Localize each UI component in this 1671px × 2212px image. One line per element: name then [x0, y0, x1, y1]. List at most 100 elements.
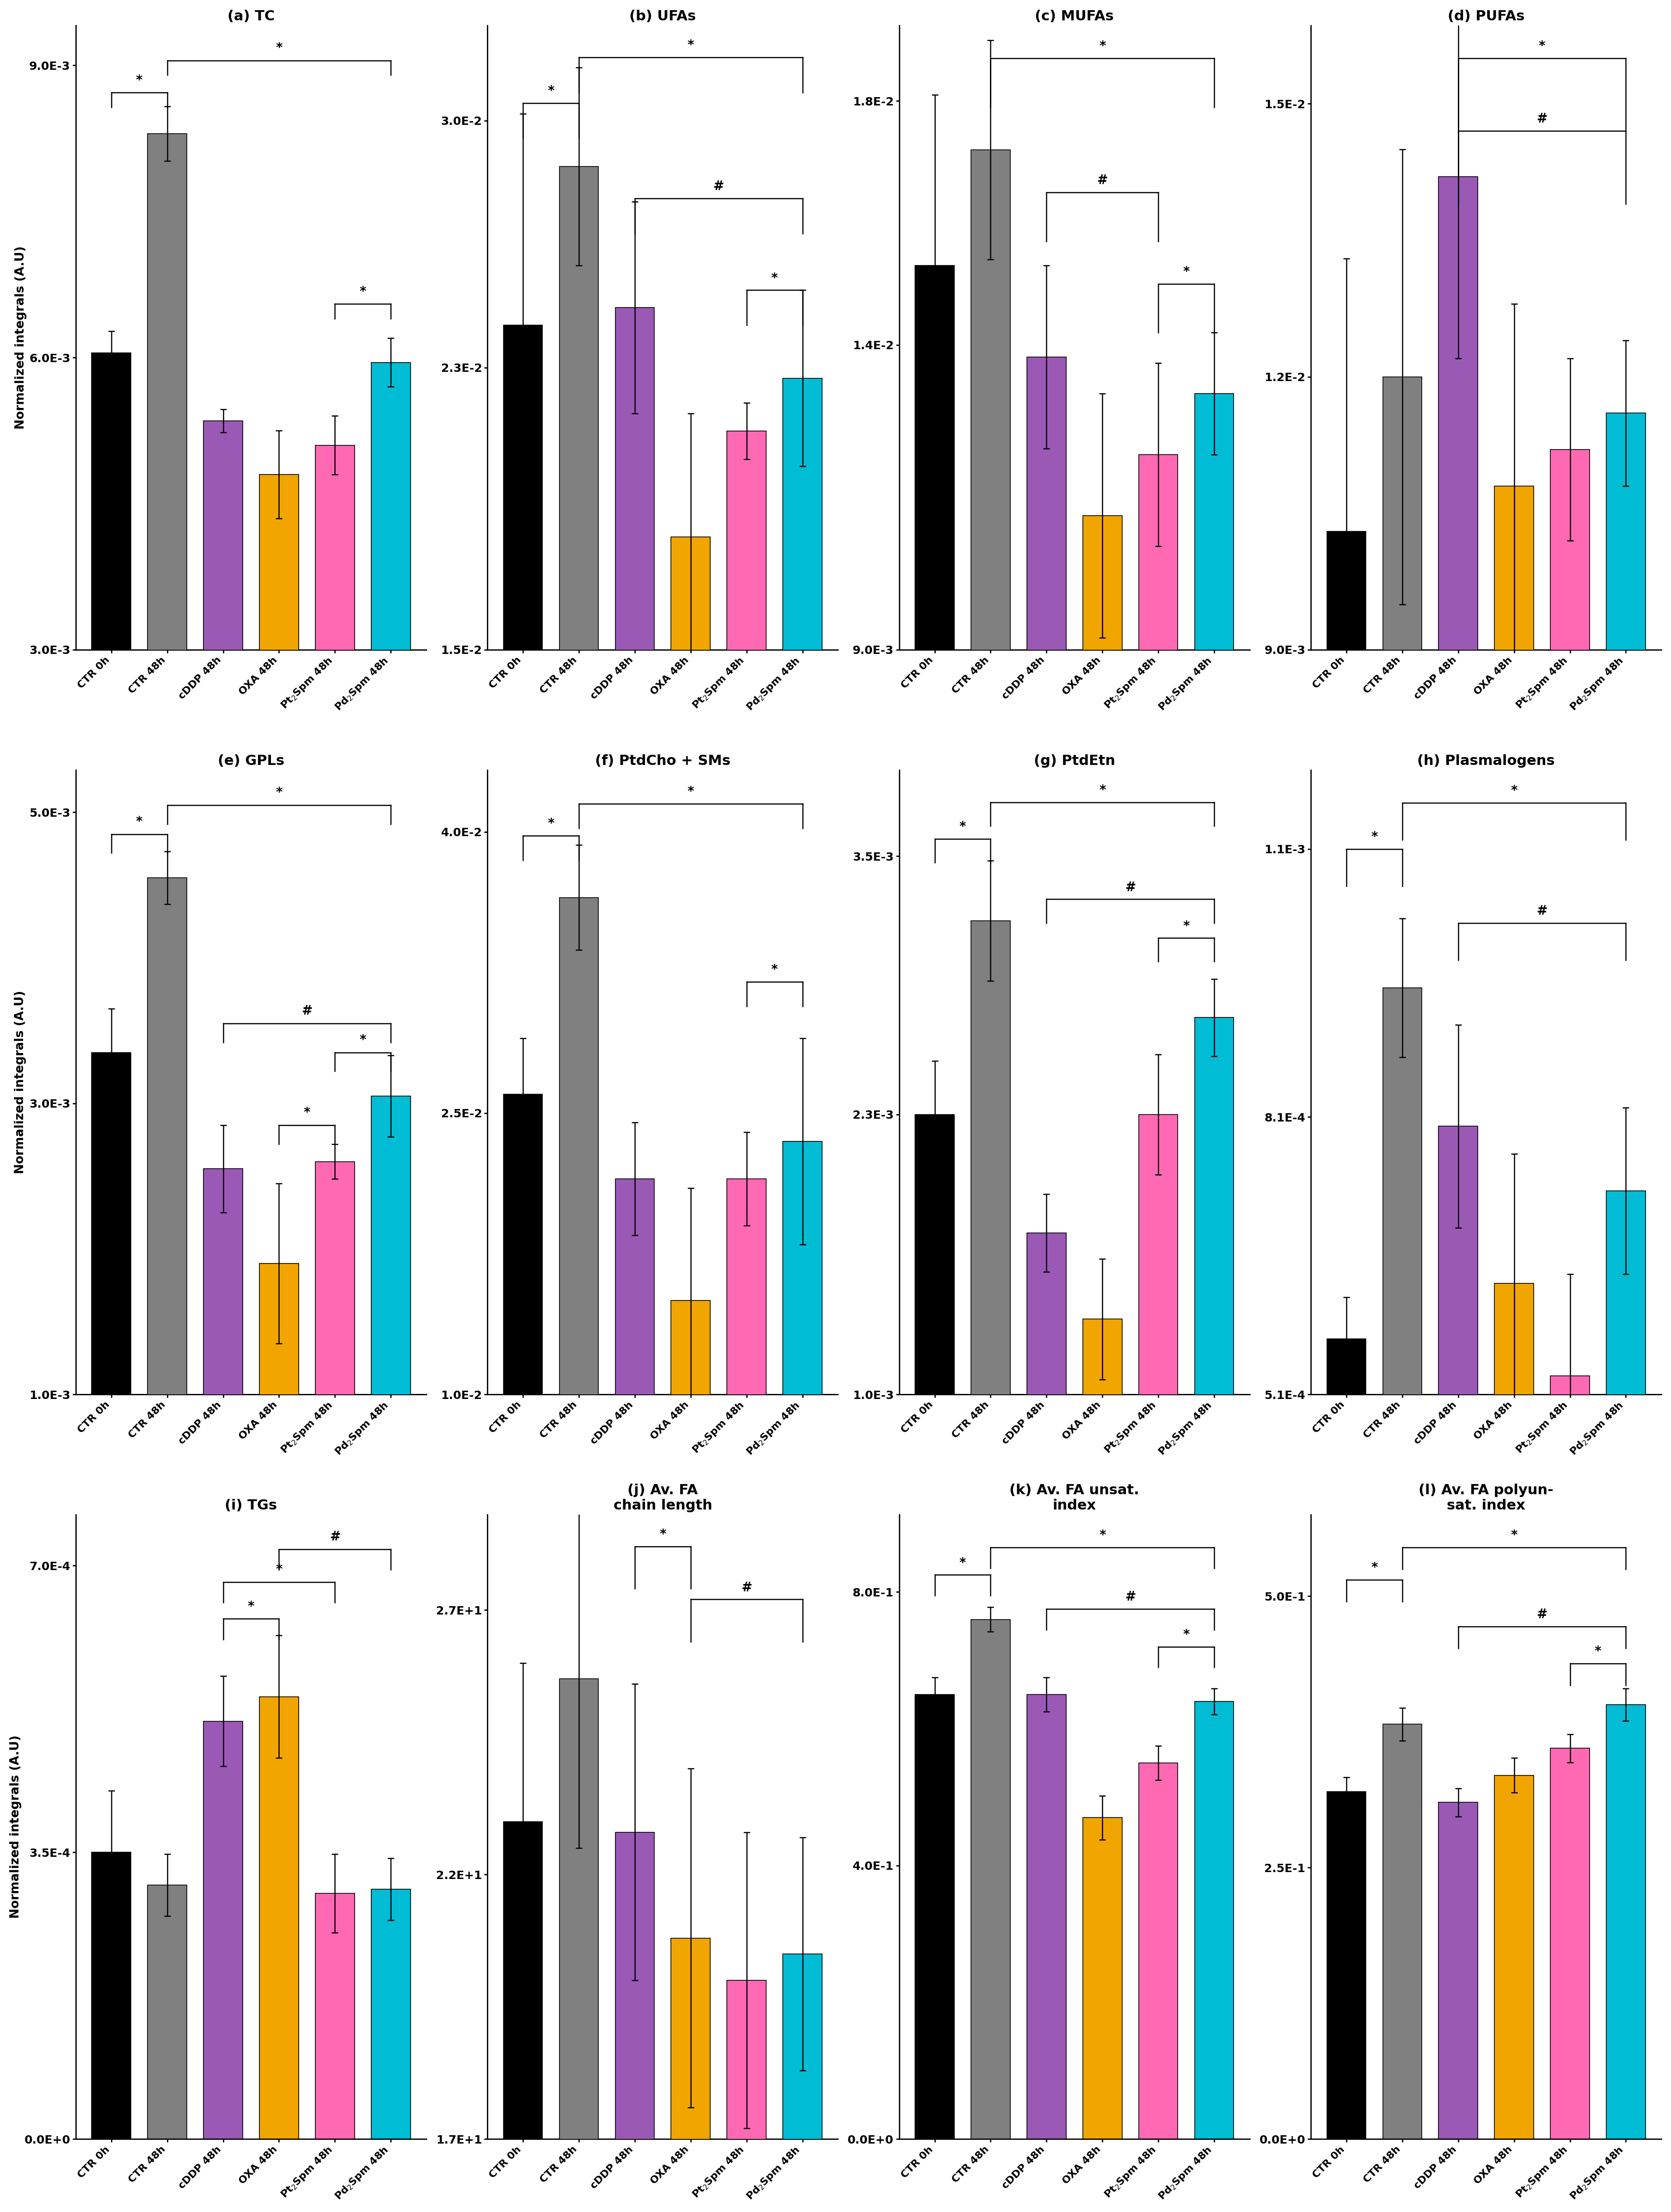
Bar — [1551, 449, 1589, 1469]
Bar — [259, 1697, 299, 2139]
Text: *: * — [1100, 783, 1106, 796]
Bar — [560, 898, 598, 1582]
Text: *: * — [1539, 40, 1546, 53]
Bar — [1195, 394, 1233, 1199]
Bar — [316, 1893, 354, 2139]
Title: (l) Av. FA polyun-
sat. index: (l) Av. FA polyun- sat. index — [1419, 1484, 1554, 1513]
Text: #: # — [742, 1582, 752, 1595]
Bar — [560, 166, 598, 1179]
Bar — [1439, 1126, 1477, 1867]
Text: #: # — [1125, 880, 1136, 894]
Bar — [503, 325, 543, 1179]
Y-axis label: Normalized integrals (A.U): Normalized integrals (A.U) — [10, 1734, 22, 1918]
Text: *: * — [276, 42, 282, 55]
Bar — [316, 445, 354, 942]
Text: *: * — [304, 1106, 311, 1119]
Bar — [1083, 1318, 1121, 1610]
Bar — [1494, 1776, 1534, 2139]
Bar — [971, 920, 1011, 1610]
Title: (d) PUFAs: (d) PUFAs — [1447, 9, 1524, 22]
Text: *: * — [1594, 1646, 1601, 1659]
Bar — [204, 1721, 242, 2139]
Bar — [1327, 1792, 1365, 2139]
Text: *: * — [1511, 785, 1517, 796]
Bar — [1494, 1283, 1534, 1867]
Text: *: * — [1183, 1628, 1190, 1641]
Bar — [1382, 1725, 1422, 2139]
Y-axis label: Normalized integrals (A.U): Normalized integrals (A.U) — [15, 991, 27, 1175]
Bar — [316, 1161, 354, 1540]
Bar — [92, 352, 130, 942]
Text: *: * — [1100, 1528, 1106, 1542]
Text: *: * — [359, 1033, 366, 1046]
Text: *: * — [359, 285, 366, 299]
Bar — [615, 307, 655, 1179]
Text: *: * — [135, 816, 142, 827]
Bar — [1382, 989, 1422, 1867]
Bar — [1327, 1338, 1365, 1867]
Bar — [147, 878, 187, 1540]
Text: #: # — [1125, 1590, 1136, 1604]
Text: *: * — [548, 84, 555, 97]
Title: (g) PtdEtn: (g) PtdEtn — [1034, 754, 1115, 768]
Text: *: * — [1183, 265, 1190, 279]
Title: (a) TC: (a) TC — [227, 9, 274, 22]
Bar — [92, 1053, 130, 1540]
Bar — [1551, 1376, 1589, 1867]
Bar — [727, 1980, 765, 2212]
Bar — [1083, 1818, 1121, 2139]
Bar — [672, 1938, 710, 2212]
Bar — [916, 265, 954, 1199]
Title: (j) Av. FA
chain length: (j) Av. FA chain length — [613, 1484, 712, 1513]
Bar — [560, 1679, 598, 2212]
Bar — [259, 473, 299, 942]
Text: *: * — [959, 821, 966, 834]
Text: #: # — [714, 179, 724, 192]
Bar — [204, 420, 242, 942]
Bar — [784, 1141, 822, 1582]
Text: *: * — [1183, 920, 1190, 933]
Bar — [204, 1168, 242, 1540]
Text: *: * — [1370, 1562, 1377, 1575]
Bar — [1606, 414, 1646, 1469]
Text: *: * — [660, 1528, 667, 1542]
Bar — [1439, 177, 1477, 1469]
Text: *: * — [276, 785, 282, 799]
Bar — [1551, 1747, 1589, 2139]
Bar — [784, 1953, 822, 2212]
Bar — [971, 150, 1011, 1199]
Bar — [1327, 531, 1365, 1469]
Bar — [1028, 356, 1066, 1199]
Bar — [92, 1851, 130, 2139]
Bar — [503, 1095, 543, 1582]
Text: *: * — [687, 40, 693, 51]
Bar — [971, 1619, 1011, 2139]
Bar — [672, 1301, 710, 1582]
Text: *: * — [548, 816, 555, 830]
Bar — [1195, 1701, 1233, 2139]
Text: *: * — [247, 1599, 254, 1613]
Title: (k) Av. FA unsat.
index: (k) Av. FA unsat. index — [1009, 1484, 1140, 1513]
Text: *: * — [959, 1557, 966, 1571]
Text: #: # — [1537, 1608, 1547, 1621]
Text: *: * — [1370, 830, 1377, 843]
Title: (b) UFAs: (b) UFAs — [630, 9, 697, 22]
Title: (f) PtdCho + SMs: (f) PtdCho + SMs — [595, 754, 730, 768]
Bar — [1382, 376, 1422, 1469]
Bar — [371, 363, 411, 942]
Bar — [147, 1885, 187, 2139]
Title: (c) MUFAs: (c) MUFAs — [1034, 9, 1115, 22]
Bar — [1439, 1803, 1477, 2139]
Text: #: # — [301, 1004, 312, 1018]
Bar — [147, 133, 187, 942]
Bar — [371, 1889, 411, 2139]
Bar — [727, 431, 765, 1179]
Bar — [1606, 1190, 1646, 1867]
Text: *: * — [135, 73, 142, 86]
Bar — [615, 1179, 655, 1582]
Text: #: # — [1096, 175, 1108, 188]
Bar — [615, 1832, 655, 2212]
Bar — [1195, 1018, 1233, 1610]
Bar — [1028, 1694, 1066, 2139]
Bar — [916, 1694, 954, 2139]
